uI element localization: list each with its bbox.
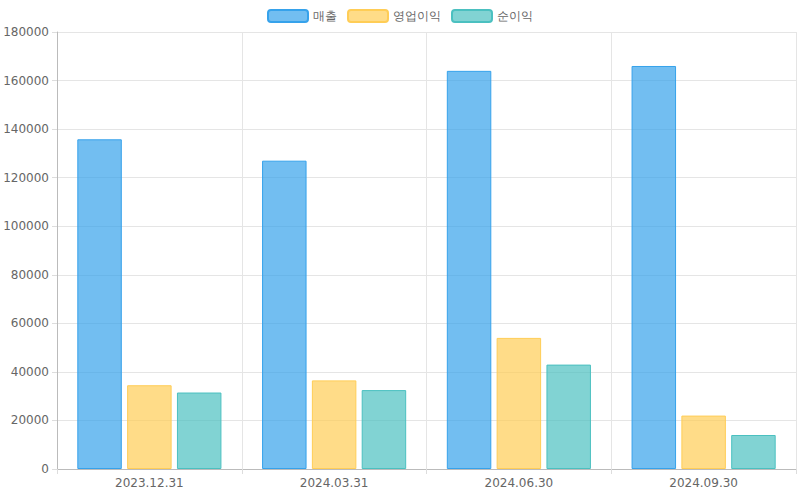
svg-text:0: 0 bbox=[41, 462, 49, 476]
svg-text:2024.06.30: 2024.06.30 bbox=[485, 476, 554, 490]
svg-text:영업이익: 영업이익 bbox=[393, 9, 441, 23]
svg-text:180000: 180000 bbox=[3, 25, 49, 39]
svg-text:140000: 140000 bbox=[3, 122, 49, 136]
svg-text:매출: 매출 bbox=[313, 9, 337, 23]
svg-text:40000: 40000 bbox=[11, 365, 49, 379]
svg-text:160000: 160000 bbox=[3, 74, 49, 88]
svg-text:순이익: 순이익 bbox=[497, 9, 533, 23]
svg-text:2024.09.30: 2024.09.30 bbox=[669, 476, 738, 490]
svg-text:60000: 60000 bbox=[11, 316, 49, 330]
svg-text:80000: 80000 bbox=[11, 268, 49, 282]
svg-text:2024.03.31: 2024.03.31 bbox=[300, 476, 369, 490]
svg-text:120000: 120000 bbox=[3, 171, 49, 185]
svg-text:20000: 20000 bbox=[11, 413, 49, 427]
svg-text:2023.12.31: 2023.12.31 bbox=[115, 476, 184, 490]
svg-text:100000: 100000 bbox=[3, 219, 49, 233]
